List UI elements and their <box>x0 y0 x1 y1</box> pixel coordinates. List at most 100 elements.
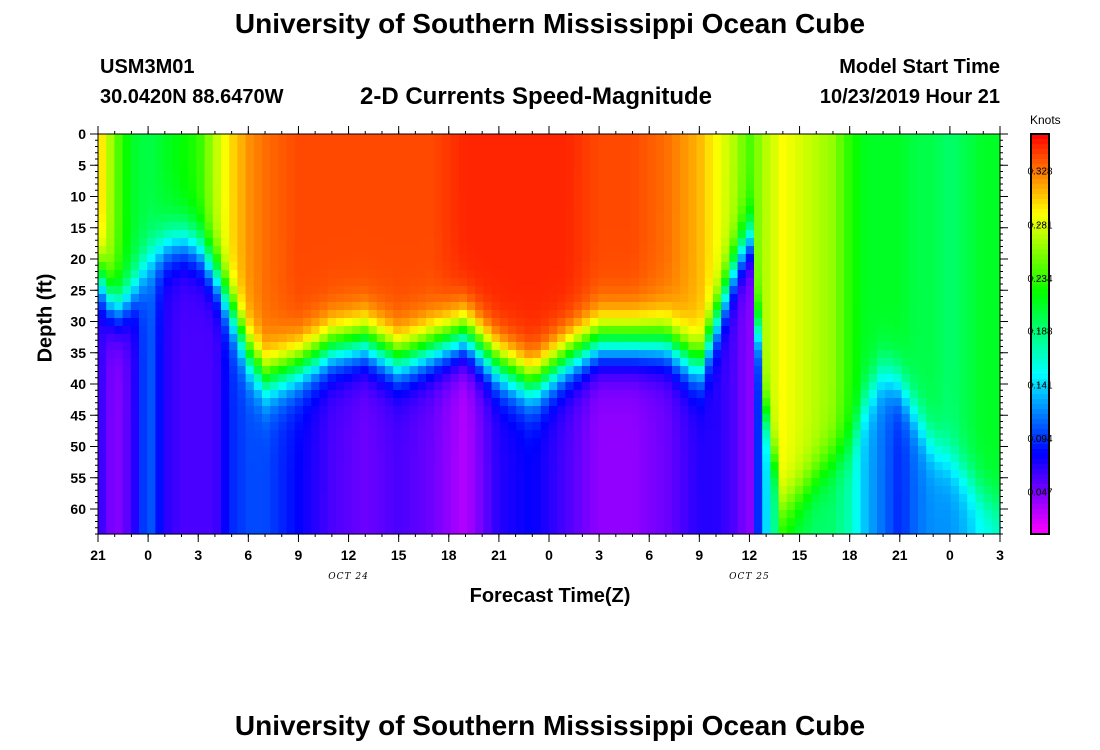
heatmap-cell <box>836 222 845 231</box>
heatmap-cell <box>844 198 853 207</box>
heatmap-cell <box>598 302 607 311</box>
heatmap-cell <box>614 254 624 263</box>
heatmap-cell <box>385 390 394 399</box>
heatmap-cell <box>803 142 812 151</box>
heatmap-cell <box>844 486 853 495</box>
heatmap-cell <box>622 158 632 167</box>
heatmap-cell <box>122 470 132 479</box>
heatmap-cell <box>458 422 468 431</box>
heatmap-cell <box>393 358 402 367</box>
heatmap-cell <box>614 510 624 519</box>
heatmap-cell <box>795 422 804 431</box>
heatmap-cell <box>499 422 509 431</box>
heatmap-cell <box>196 142 206 151</box>
heatmap-cell <box>409 390 419 399</box>
heatmap-cell <box>844 342 853 351</box>
heatmap-cell <box>647 318 657 327</box>
heatmap-cell <box>688 150 698 159</box>
heatmap-cell <box>647 190 657 199</box>
heatmap-cell <box>852 238 862 247</box>
heatmap-cell <box>434 422 443 431</box>
heatmap-cell <box>868 486 878 495</box>
heatmap-cell <box>909 318 919 327</box>
heatmap-cell <box>147 486 156 495</box>
heatmap-cell <box>368 206 378 215</box>
heatmap-cell <box>237 254 247 263</box>
heatmap-cell <box>581 134 591 143</box>
heatmap-cell <box>598 414 607 423</box>
heatmap-cell <box>860 382 870 391</box>
heatmap-cell <box>540 326 550 335</box>
heatmap-cell <box>278 318 288 327</box>
heatmap-cell <box>385 438 394 447</box>
heatmap-cell <box>680 254 689 263</box>
heatmap-cell <box>204 166 214 175</box>
heatmap-cell <box>590 286 599 295</box>
heatmap-cell <box>417 134 427 143</box>
heatmap-cell <box>655 198 665 207</box>
heatmap-cell <box>704 470 714 479</box>
heatmap-cell <box>327 398 337 407</box>
heatmap-cell <box>188 270 197 279</box>
heatmap-cell <box>344 286 353 295</box>
heatmap-cell <box>401 310 411 319</box>
heatmap-cell <box>114 286 124 295</box>
heatmap-cell <box>606 198 616 207</box>
heatmap-cell <box>836 166 845 175</box>
heatmap-cell <box>237 206 247 215</box>
heatmap-cell <box>786 294 796 303</box>
heatmap-cell <box>262 158 271 167</box>
heatmap-cell <box>622 358 632 367</box>
heatmap-cell <box>508 206 517 215</box>
heatmap-cell <box>475 470 484 479</box>
heatmap-cell <box>557 422 566 431</box>
heatmap-cell <box>270 262 279 271</box>
heatmap-cell <box>663 230 673 239</box>
heatmap-cell <box>786 206 796 215</box>
heatmap-cell <box>745 454 755 463</box>
heatmap-cell <box>696 150 706 159</box>
heatmap-cell <box>762 390 771 399</box>
heatmap-cell <box>122 166 132 175</box>
heatmap-cell <box>549 462 558 471</box>
heatmap-cell <box>573 326 583 335</box>
heatmap-cell <box>114 398 124 407</box>
heatmap-cell <box>483 398 493 407</box>
heatmap-cell <box>196 406 206 415</box>
heatmap-cell <box>426 406 435 415</box>
heatmap-cell <box>754 174 763 183</box>
heatmap-cell <box>573 470 583 479</box>
heatmap-cell <box>458 438 468 447</box>
heatmap-cell <box>647 334 657 343</box>
heatmap-cell <box>672 350 681 359</box>
heatmap-cell <box>426 390 435 399</box>
heatmap-cell <box>540 334 550 343</box>
heatmap-cell <box>450 262 460 271</box>
heatmap-cell <box>524 430 534 439</box>
heatmap-cell <box>212 254 222 263</box>
heatmap-cell <box>762 422 771 431</box>
heatmap-cell <box>106 422 115 431</box>
heatmap-cell <box>852 526 862 535</box>
heatmap-cell <box>352 390 361 399</box>
heatmap-cell <box>516 326 525 335</box>
heatmap-cell <box>376 342 386 351</box>
heatmap-cell <box>360 502 370 511</box>
heatmap-cell <box>901 310 911 319</box>
heatmap-cell <box>417 158 427 167</box>
heatmap-cell <box>483 374 493 383</box>
heatmap-cell <box>901 190 911 199</box>
heatmap-cell <box>417 246 427 255</box>
heatmap-cell <box>212 310 222 319</box>
heatmap-cell <box>499 478 509 487</box>
heatmap-cell <box>524 470 534 479</box>
heatmap-cell <box>655 142 665 151</box>
heatmap-cell <box>909 190 919 199</box>
heatmap-cell <box>180 278 189 287</box>
heatmap-cell <box>171 350 181 359</box>
heatmap-cell <box>885 446 894 455</box>
heatmap-cell <box>319 198 329 207</box>
heatmap-cell <box>376 502 386 511</box>
heatmap-cell <box>680 366 689 375</box>
heatmap-cell <box>376 334 386 343</box>
